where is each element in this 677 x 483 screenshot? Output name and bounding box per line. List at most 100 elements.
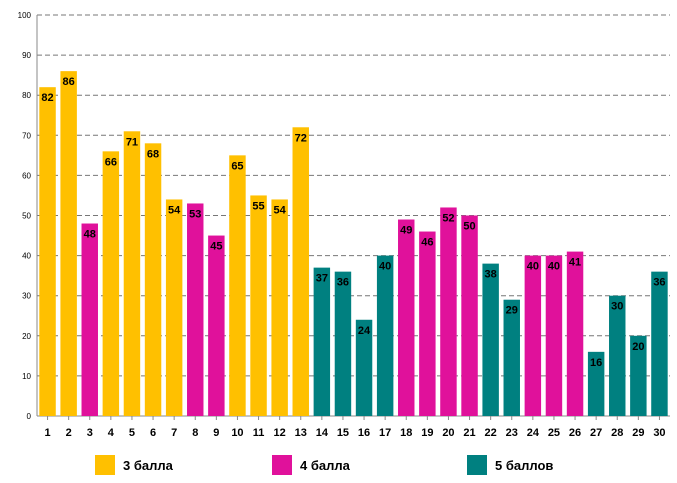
legend-label-5: 5 баллов: [495, 457, 554, 473]
x-tick-label: 7: [171, 427, 177, 439]
bar: [630, 335, 647, 416]
data-label: 36: [653, 277, 665, 289]
legend-swatch-5: [467, 455, 487, 475]
bar: [229, 155, 246, 416]
x-tick-label: 10: [231, 427, 243, 439]
bar: [81, 223, 98, 416]
y-tick-label: 50: [22, 212, 31, 221]
x-tick-label: 26: [569, 427, 581, 439]
bar: [355, 319, 373, 416]
x-tick-label: 3: [87, 427, 93, 439]
bar: [566, 251, 584, 416]
x-tick-label: 19: [421, 427, 433, 439]
x-tick-label: 9: [213, 427, 219, 439]
bar: [313, 267, 331, 416]
data-label: 41: [569, 257, 581, 269]
bar: [102, 151, 120, 416]
data-label: 65: [231, 160, 243, 172]
data-label: 30: [611, 301, 623, 313]
y-tick-label: 80: [22, 91, 31, 100]
data-label: 40: [527, 261, 539, 273]
data-label: 68: [147, 148, 159, 160]
x-tick-label: 21: [463, 427, 475, 439]
bar: [609, 295, 626, 416]
x-tick-label: 22: [485, 427, 497, 439]
y-tick-label: 100: [18, 11, 32, 20]
x-tick-label: 8: [192, 427, 198, 439]
bar: [123, 131, 141, 417]
data-label: 24: [358, 325, 371, 337]
bar: [419, 231, 436, 416]
bar: [187, 203, 204, 416]
y-tick-label: 90: [22, 51, 31, 60]
x-tick-label: 24: [527, 427, 540, 439]
bar: [482, 263, 499, 416]
bar: [292, 127, 309, 416]
data-label: 48: [84, 229, 96, 241]
x-tick-label: 11: [253, 427, 265, 439]
x-tick-label: 29: [632, 427, 644, 439]
y-tick-label: 10: [22, 372, 31, 381]
bar: [250, 195, 267, 416]
data-label: 40: [379, 261, 391, 273]
y-tick-label: 20: [22, 332, 31, 341]
bar: [461, 215, 478, 416]
y-tick-label: 0: [27, 412, 32, 421]
y-tick-label: 60: [22, 171, 31, 180]
data-label: 46: [421, 237, 433, 249]
data-label: 29: [506, 305, 518, 317]
data-label: 86: [63, 76, 75, 88]
y-tick-label: 70: [22, 131, 31, 140]
x-tick-label: 6: [150, 427, 156, 439]
bar: [503, 299, 520, 416]
x-tick-label: 27: [590, 427, 602, 439]
bar: [165, 199, 183, 416]
x-tick-label: 18: [400, 427, 412, 439]
data-label: 71: [126, 136, 138, 148]
x-tick-label: 16: [358, 427, 370, 439]
bar: [398, 219, 415, 416]
data-label: 40: [548, 261, 560, 273]
data-label: 50: [463, 221, 475, 233]
data-label: 66: [105, 156, 117, 168]
data-label: 38: [485, 269, 497, 281]
y-tick-label: 30: [22, 292, 31, 301]
bar: [208, 235, 225, 416]
x-tick-label: 25: [548, 427, 560, 439]
data-label: 72: [295, 132, 307, 144]
bar: [524, 255, 542, 416]
legend-item-3: 3 балла: [95, 452, 173, 478]
data-label: 49: [400, 225, 412, 237]
legend-label-3: 3 балла: [123, 457, 173, 473]
legend-item-4: 4 балла: [272, 452, 350, 478]
x-tick-label: 2: [66, 427, 72, 439]
x-tick-label: 20: [442, 427, 454, 439]
x-tick-label: 1: [44, 427, 50, 439]
bar: [39, 87, 56, 417]
data-label: 52: [442, 212, 454, 224]
bar: [376, 255, 394, 416]
bar: [271, 199, 288, 416]
data-label: 45: [210, 241, 222, 253]
x-tick-label: 28: [611, 427, 623, 439]
data-label: 55: [252, 200, 264, 212]
y-tick-label: 40: [22, 252, 31, 261]
data-label: 54: [274, 204, 287, 216]
data-label: 54: [168, 204, 181, 216]
x-tick-label: 12: [274, 427, 286, 439]
x-tick-label: 23: [506, 427, 518, 439]
bar: [651, 271, 668, 416]
data-label: 20: [632, 341, 644, 353]
bar: [587, 351, 605, 416]
x-tick-label: 30: [653, 427, 665, 439]
bar: [334, 271, 352, 416]
x-tick-label: 5: [129, 427, 135, 439]
data-label: 36: [337, 277, 349, 289]
data-label: 53: [189, 208, 201, 220]
x-tick-label: 17: [379, 427, 391, 439]
bar: [60, 71, 77, 416]
bar-chart: 0102030405060708090100821862483664715686…: [18, 11, 670, 439]
legend-swatch-3: [95, 455, 115, 475]
data-label: 37: [316, 273, 328, 285]
data-label: 82: [41, 92, 53, 104]
